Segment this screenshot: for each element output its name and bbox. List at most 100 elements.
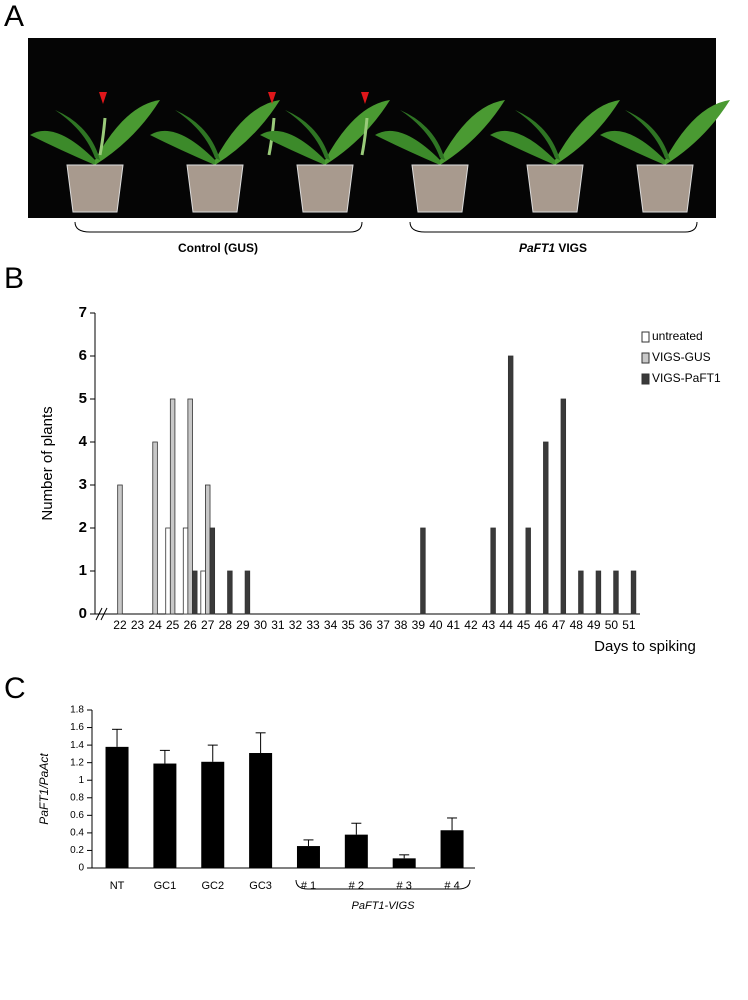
arrowhead xyxy=(268,92,276,104)
y-tick-label: 1.8 xyxy=(70,705,84,716)
bar xyxy=(630,570,637,615)
y-tick-label: 7 xyxy=(79,304,87,321)
x-tick-label: 46 xyxy=(534,618,548,632)
x-tick-label: 45 xyxy=(517,618,531,632)
x-tick-label: 39 xyxy=(412,618,426,632)
bar xyxy=(420,527,426,615)
x-tick-label: 25 xyxy=(166,618,180,632)
panel-label: B xyxy=(4,262,24,295)
pot xyxy=(526,164,584,213)
bar xyxy=(153,763,177,868)
bracket xyxy=(295,879,471,890)
x-tick-label: 31 xyxy=(271,618,285,632)
panel-label: C xyxy=(4,672,26,705)
bar xyxy=(187,398,193,615)
legend-label: VIGS-PaFT1 xyxy=(652,371,721,385)
x-tick-label: 33 xyxy=(306,618,320,632)
leaf xyxy=(515,110,560,160)
spike xyxy=(360,117,369,156)
x-tick-label: 30 xyxy=(254,618,268,632)
leaf xyxy=(30,130,95,165)
bar xyxy=(152,441,158,615)
pot xyxy=(296,164,354,213)
y-tick-label: 1 xyxy=(79,562,87,579)
y-tick-label: 5 xyxy=(79,390,87,407)
x-tick-label: 37 xyxy=(377,618,391,632)
spike xyxy=(98,117,107,156)
pot xyxy=(411,164,469,213)
leaf xyxy=(325,100,390,165)
arrowhead xyxy=(99,92,107,104)
x-tick-label: # 4 xyxy=(444,880,459,892)
x-tick-label: # 1 xyxy=(301,880,316,892)
panel-label: A xyxy=(4,0,24,33)
error-bar xyxy=(447,817,458,831)
bar xyxy=(182,527,189,615)
y-tick-label: 0 xyxy=(79,605,87,622)
bracket xyxy=(74,221,363,233)
error-bar xyxy=(159,749,170,764)
error-bar xyxy=(207,744,218,762)
x-tick-label: 41 xyxy=(447,618,461,632)
bar xyxy=(201,761,225,868)
bar xyxy=(296,846,320,868)
leaf xyxy=(400,110,445,160)
pot xyxy=(66,164,124,213)
leaf xyxy=(600,130,665,165)
pot xyxy=(636,164,694,213)
error-bar xyxy=(351,822,362,835)
x-tick-label: 43 xyxy=(482,618,496,632)
bar xyxy=(200,570,206,615)
bar xyxy=(490,527,496,615)
arrowhead xyxy=(361,92,369,104)
group-label: PaFT1-VIGS xyxy=(352,900,416,912)
bar xyxy=(192,570,198,615)
x-tick-label: 51 xyxy=(622,618,636,632)
leaf xyxy=(150,130,215,165)
x-tick-label: 22 xyxy=(113,618,127,632)
x-tick-label: 35 xyxy=(341,618,355,632)
y-tick-label: 3 xyxy=(79,476,87,493)
x-tick-label: 26 xyxy=(183,618,197,632)
label-rest: VIGS xyxy=(555,241,587,255)
x-tick-label: 32 xyxy=(289,618,303,632)
gene-name: PaFT1 xyxy=(519,241,555,255)
x-tick-label: # 2 xyxy=(349,880,364,892)
leaf xyxy=(555,100,620,165)
bar xyxy=(227,570,233,615)
x-tick-label: 42 xyxy=(464,618,478,632)
x-tick-label: GC3 xyxy=(249,880,272,892)
bar xyxy=(169,398,176,615)
legend-label: VIGS-GUS xyxy=(652,350,711,364)
x-tick-label: GC1 xyxy=(154,880,177,892)
x-tick-label: GC2 xyxy=(201,880,224,892)
leaf xyxy=(215,100,280,165)
x-tick-label: 29 xyxy=(236,618,250,632)
bar xyxy=(205,484,211,615)
x-tick-label: 27 xyxy=(201,618,215,632)
x-tick-label: 48 xyxy=(570,618,584,632)
leaf xyxy=(665,100,730,165)
bar xyxy=(507,355,514,615)
bar xyxy=(392,858,416,868)
bar xyxy=(595,570,602,615)
legend-swatch xyxy=(641,352,650,364)
legend-label: untreated xyxy=(652,329,703,343)
bar xyxy=(543,441,549,615)
y-tick-label: 1.4 xyxy=(70,740,84,751)
y-tick-label: 0.6 xyxy=(70,810,84,821)
error-bar xyxy=(399,854,410,859)
bar xyxy=(440,830,464,868)
bar xyxy=(105,746,129,868)
y-tick-label: 1.6 xyxy=(70,722,84,733)
x-tick-label: 50 xyxy=(605,618,619,632)
x-tick-label: NT xyxy=(110,880,125,892)
error-bar xyxy=(112,728,123,747)
y-tick-label: 4 xyxy=(79,433,88,450)
leaf xyxy=(55,110,100,160)
legend-swatch xyxy=(641,373,650,385)
bar xyxy=(165,527,171,615)
axis-break xyxy=(95,607,108,621)
group-label: Control (GUS) xyxy=(178,241,258,255)
bar xyxy=(578,570,584,615)
